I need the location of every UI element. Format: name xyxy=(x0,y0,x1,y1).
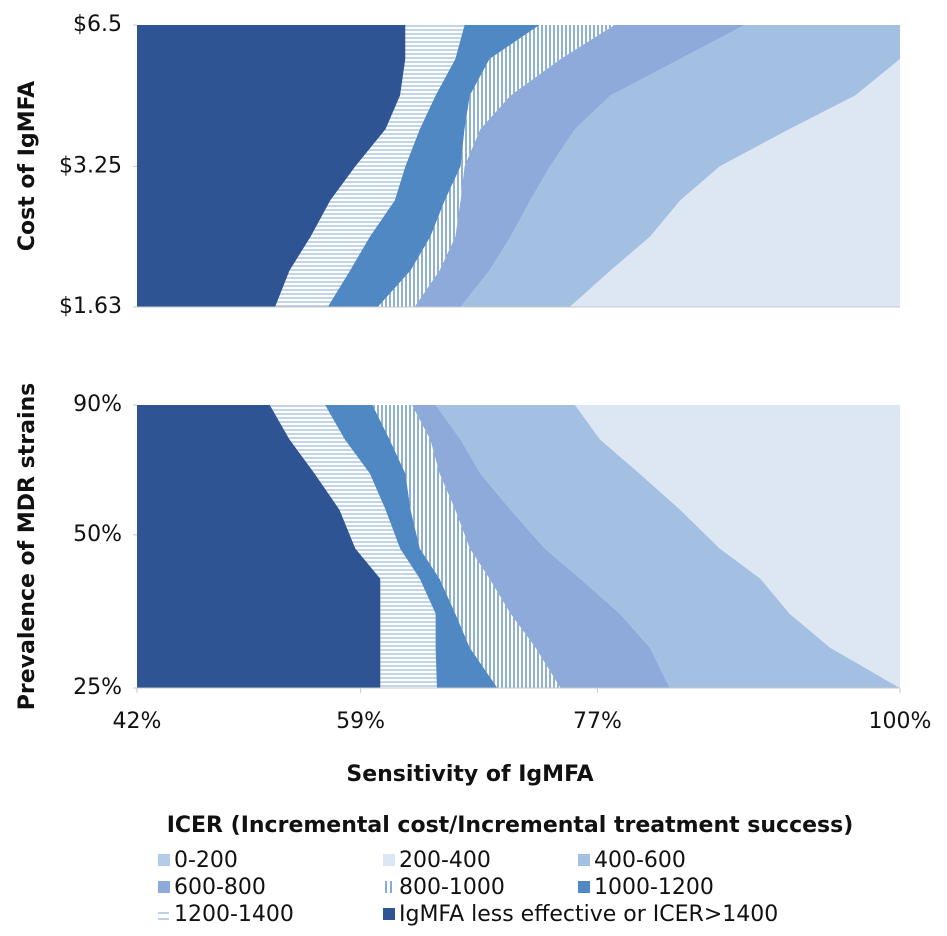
x-axis-label: Sensitivity of IgMFA xyxy=(346,762,593,787)
contour-region xyxy=(414,25,745,307)
contour-region xyxy=(377,25,615,307)
legend-marker xyxy=(383,908,395,920)
y-tick-label: 90% xyxy=(73,392,122,417)
y-tick-label: $6.5 xyxy=(73,12,122,37)
legend-title: ICER (Incremental cost/Incremental treat… xyxy=(167,813,854,838)
contour-region xyxy=(435,405,900,688)
y-tick-label: 25% xyxy=(73,675,122,700)
x-tick-label: 59% xyxy=(336,709,385,734)
legend-label: 1000-1200 xyxy=(594,875,714,900)
contour-region xyxy=(137,405,381,688)
legend-marker xyxy=(578,881,590,893)
legend-label: 200-400 xyxy=(399,848,491,873)
legend-marker xyxy=(383,854,395,866)
legend-label: 400-600 xyxy=(594,848,686,873)
legend-label: 0-200 xyxy=(174,848,238,873)
y-axis-label: Cost of IgMFA xyxy=(15,81,40,251)
contour-region xyxy=(137,25,406,307)
contour-region xyxy=(575,405,900,688)
y-tick-label: 50% xyxy=(73,522,122,547)
legend-marker xyxy=(158,881,170,893)
contour-region xyxy=(269,405,437,688)
legend-marker xyxy=(578,854,590,866)
legend-label: 800-1000 xyxy=(399,875,505,900)
contour-region xyxy=(327,25,540,307)
x-tick-label: 77% xyxy=(573,709,622,734)
contour-region xyxy=(460,25,900,307)
legend-label: 600-800 xyxy=(174,875,266,900)
legend-label: IgMFA less effective or ICER>1400 xyxy=(399,902,778,927)
contour-region xyxy=(372,405,561,688)
legend-label: 1200-1400 xyxy=(174,902,294,927)
y-axis-label: Prevalence of MDR strains xyxy=(15,383,40,711)
contour-region xyxy=(411,405,670,688)
x-tick-label: 42% xyxy=(113,709,162,734)
y-tick-label: $3.25 xyxy=(59,153,122,178)
contour-region xyxy=(275,25,465,307)
legend-marker xyxy=(158,854,170,866)
contour-region xyxy=(325,405,498,688)
contour-region xyxy=(569,25,900,307)
x-tick-label: 100% xyxy=(869,709,932,734)
y-tick-label: $1.63 xyxy=(59,294,122,319)
